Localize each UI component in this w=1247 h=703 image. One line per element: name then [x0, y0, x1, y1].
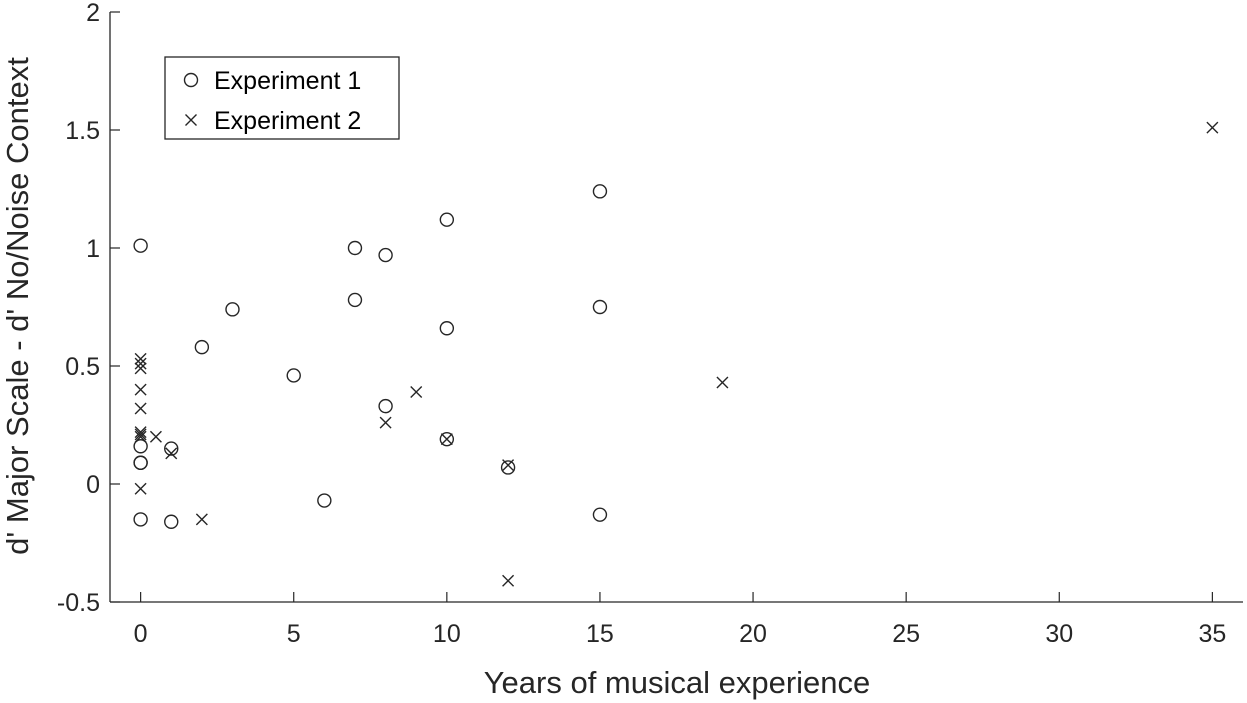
data-point-cross: [134, 426, 147, 439]
data-point-circle: [592, 507, 608, 522]
series-1: [133, 184, 608, 529]
data-point-circle: [194, 339, 210, 355]
data-point-cross: [379, 416, 392, 429]
data-point-cross: [134, 402, 147, 415]
data-marks: [133, 121, 1219, 587]
data-point-circle: [439, 431, 455, 447]
series-2: [134, 121, 1219, 587]
data-point-cross: [134, 383, 147, 396]
data-point-cross: [149, 430, 162, 443]
data-point-cross: [165, 447, 178, 460]
data-point-cross: [440, 433, 453, 446]
legend-cross-marker: [185, 114, 197, 126]
data-point-cross: [134, 482, 147, 495]
y-tick-label: 2: [86, 0, 100, 27]
legend-label: Experiment 1: [214, 67, 361, 95]
data-point-circle: [592, 299, 608, 315]
x-tick-label: 35: [1198, 620, 1226, 648]
x-tick-label: 30: [1045, 620, 1073, 648]
data-point-circle: [133, 238, 148, 253]
y-tick-label: 1: [86, 235, 100, 263]
x-tick-label: 25: [892, 620, 920, 648]
data-point-circle: [164, 441, 179, 456]
data-point-circle: [133, 455, 148, 470]
data-point-circle: [347, 240, 363, 256]
x-tick-label: 10: [433, 620, 461, 648]
y-ticks: -0.5 0 0.5 1 1.5 2: [57, 0, 120, 617]
data-point-cross: [134, 362, 147, 375]
x-tick-label: 20: [739, 620, 767, 648]
x-tick-label: 0: [134, 620, 148, 648]
axes: [109, 12, 1243, 603]
data-point-cross: [716, 376, 729, 389]
legend-label: Experiment 2: [214, 107, 361, 135]
data-point-cross: [134, 352, 147, 365]
x-ticks: 0 5 10 15 20 25 30 35: [134, 592, 1226, 648]
data-point-cross: [195, 513, 208, 526]
data-point-circle: [225, 302, 240, 317]
data-point-circle: [378, 398, 393, 414]
data-point-circle: [378, 247, 393, 263]
y-tick-label: 0: [86, 471, 100, 499]
data-point-circle: [317, 493, 332, 508]
data-point-cross: [1206, 121, 1219, 134]
y-tick-label: -0.5: [57, 589, 100, 617]
data-point-circle: [439, 212, 455, 227]
data-point-cross: [502, 459, 515, 472]
y-tick-label: 0.5: [65, 353, 100, 381]
x-tick-label: 5: [287, 620, 301, 648]
data-point-circle: [500, 460, 516, 475]
data-point-cross: [134, 357, 147, 370]
data-point-circle: [164, 514, 179, 529]
data-point-cross: [502, 574, 515, 587]
legend-box: [164, 56, 400, 140]
data-point-circle: [286, 368, 301, 383]
x-tick-label: 15: [586, 620, 614, 648]
legend-circle-marker: [183, 72, 199, 88]
y-axis-label: d' Major Scale - d' No/Noise Context: [0, 57, 35, 555]
legend: Experiment 1 Experiment 2: [164, 56, 400, 140]
data-point-circle: [592, 184, 608, 199]
data-point-circle: [347, 292, 363, 308]
data-point-circle: [439, 321, 455, 336]
data-point-cross: [134, 430, 147, 443]
data-point-circle: [133, 512, 148, 527]
data-point-cross: [134, 428, 147, 441]
data-point-cross: [410, 385, 423, 398]
y-tick-label: 1.5: [65, 117, 100, 145]
x-axis-label: Years of musical experience: [484, 665, 871, 700]
data-point-circle: [133, 439, 148, 454]
